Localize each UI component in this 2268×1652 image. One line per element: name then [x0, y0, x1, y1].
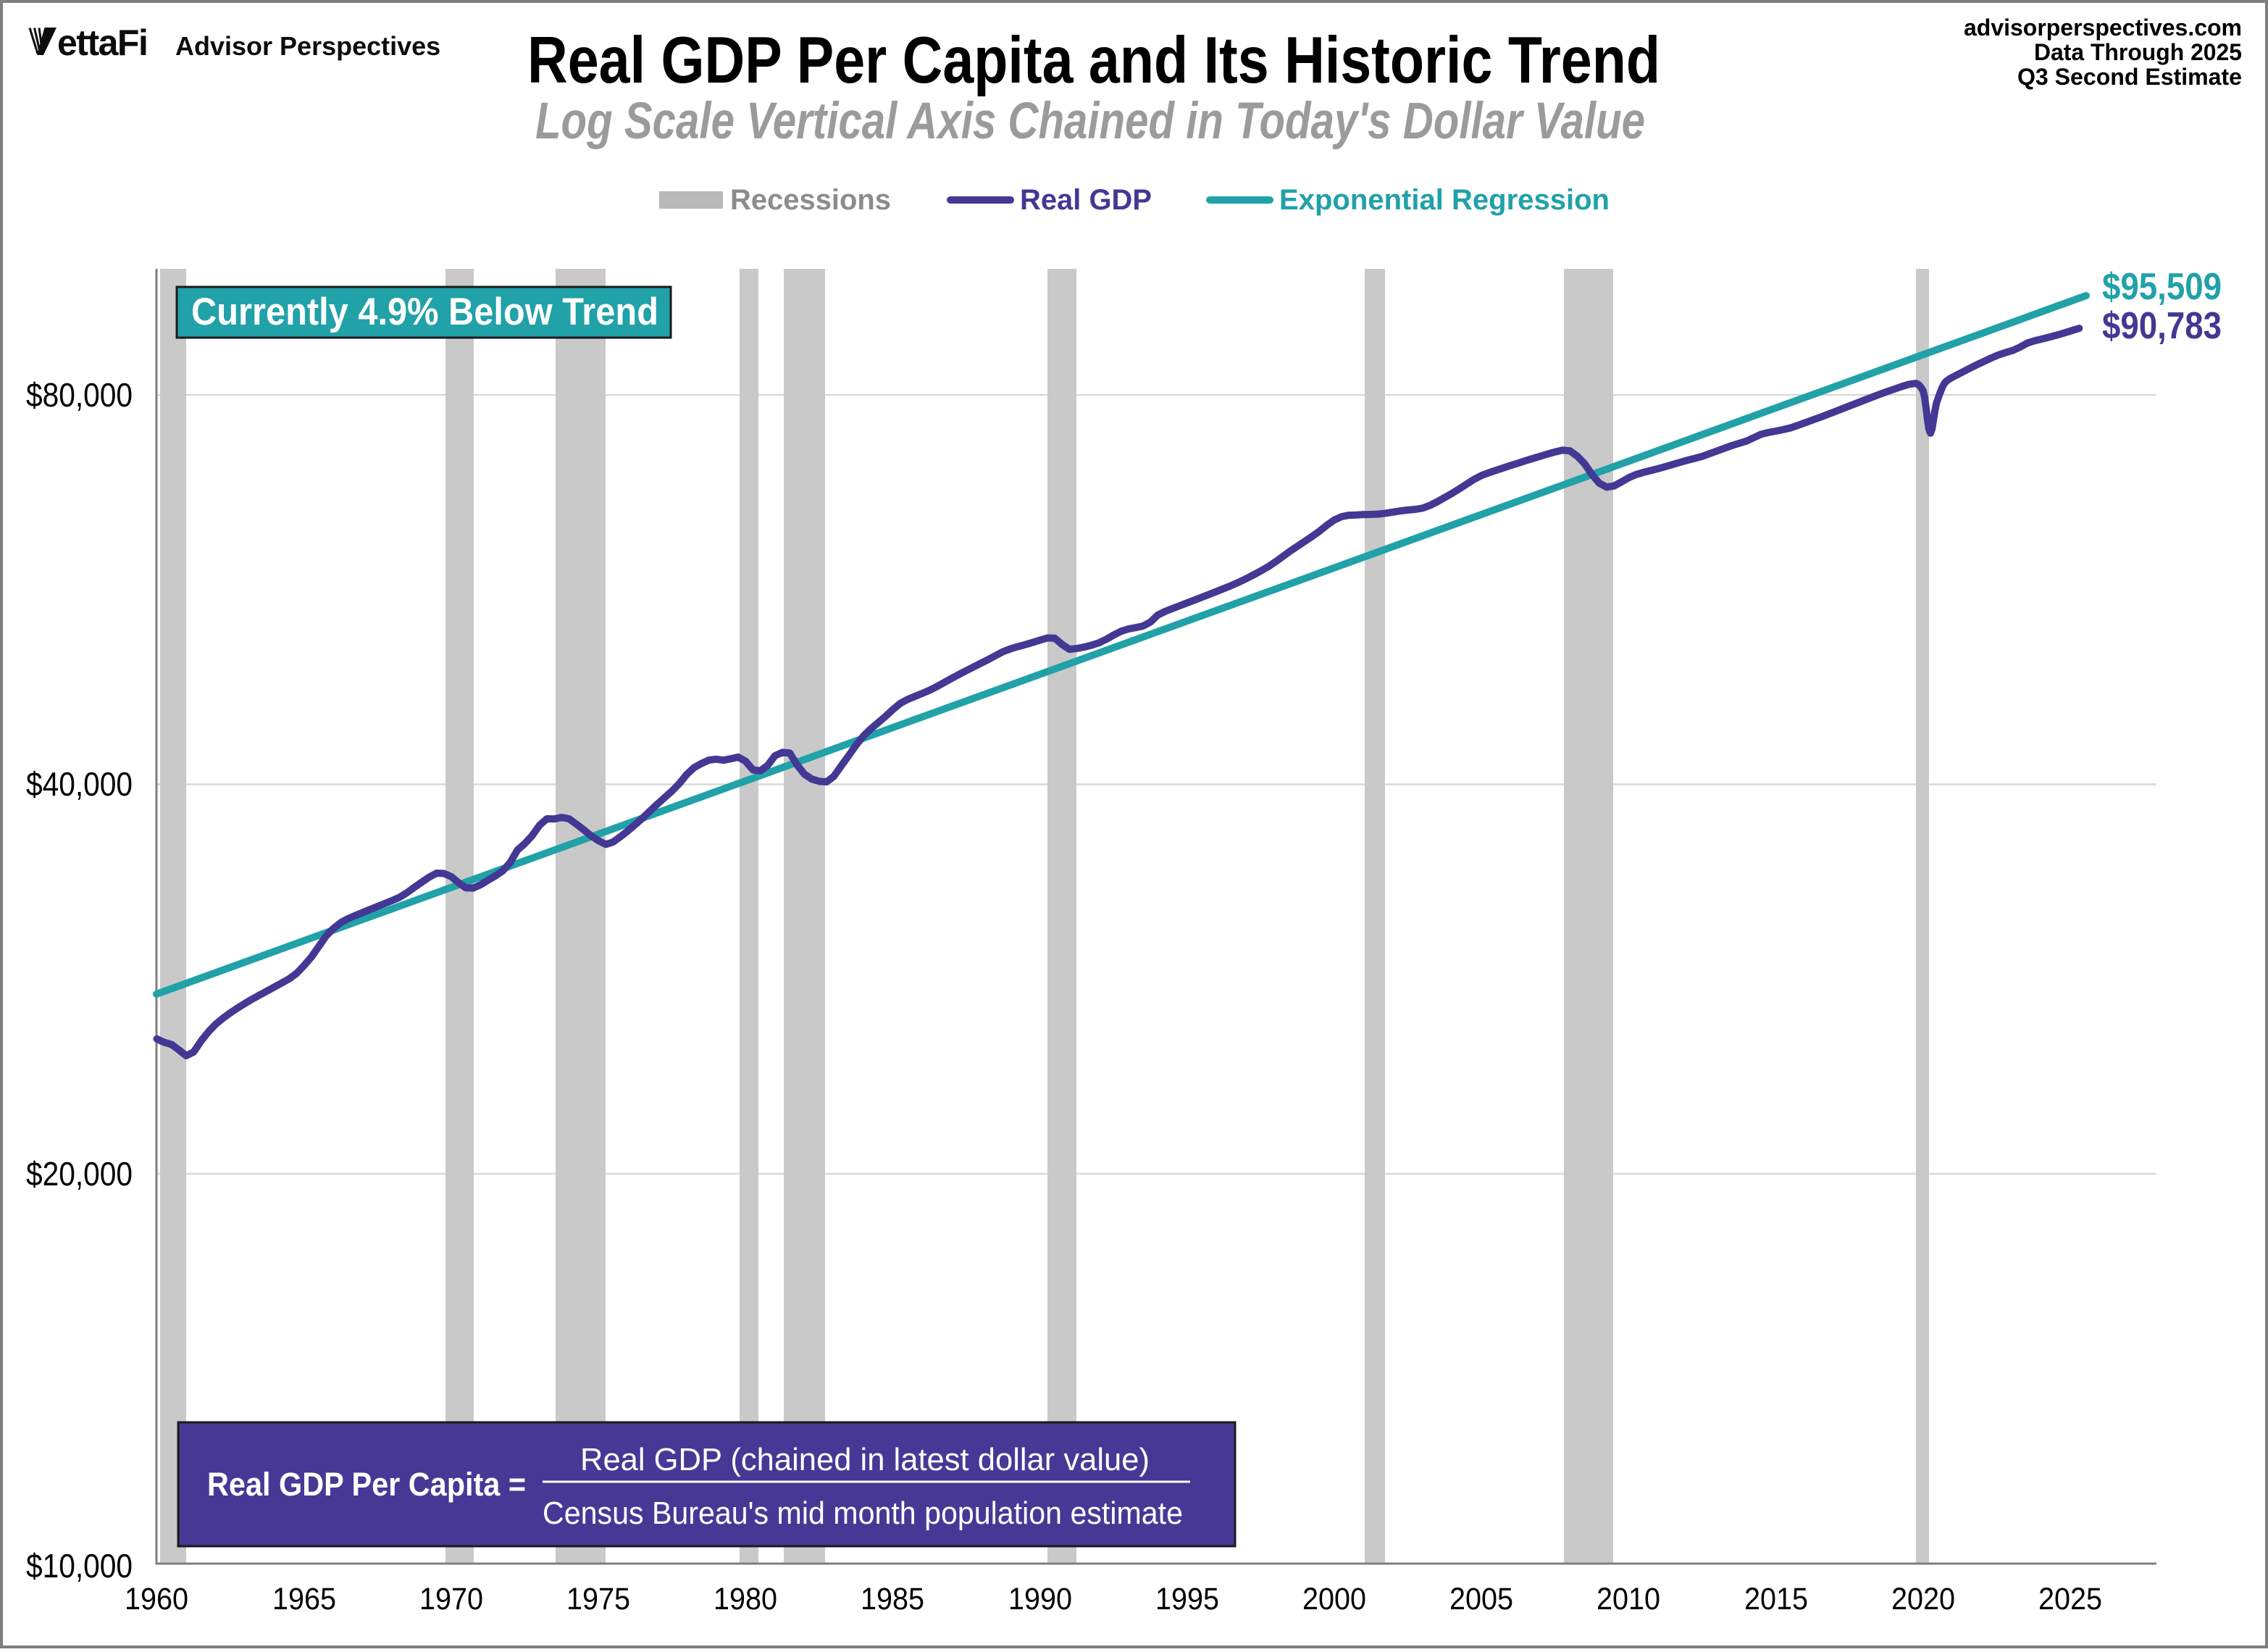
svg-text:2015: 2015 [1744, 1582, 1808, 1616]
svg-text:advisorperspectives.com: advisorperspectives.com [1964, 14, 2242, 41]
svg-text:1965: 1965 [272, 1582, 336, 1616]
svg-text:1960: 1960 [125, 1582, 188, 1616]
svg-text:$90,783: $90,783 [2102, 305, 2222, 347]
svg-text:1970: 1970 [419, 1582, 483, 1616]
svg-text:1975: 1975 [566, 1582, 630, 1616]
svg-text:Real GDP Per Capita and Its Hi: Real GDP Per Capita and Its Historic Tre… [527, 24, 1660, 97]
svg-text:$10,000: $10,000 [26, 1547, 133, 1585]
svg-text:Real GDP: Real GDP [1020, 184, 1152, 216]
svg-text:$20,000: $20,000 [26, 1155, 133, 1193]
svg-text:Q3 Second Estimate: Q3 Second Estimate [2017, 64, 2242, 90]
svg-text:2020: 2020 [1891, 1582, 1955, 1616]
svg-text:ettaFi: ettaFi [57, 22, 147, 63]
svg-text:Log Scale Vertical Axis Chaine: Log Scale Vertical Axis Chained in Today… [535, 93, 1645, 150]
svg-text:Real GDP (chained in latest do: Real GDP (chained in latest dollar value… [580, 1442, 1150, 1477]
svg-text:1990: 1990 [1008, 1582, 1072, 1616]
svg-text:2025: 2025 [2038, 1582, 2102, 1616]
svg-text:1995: 1995 [1155, 1582, 1219, 1616]
svg-text:Real GDP Per Capita =: Real GDP Per Capita = [207, 1466, 526, 1503]
svg-text:$95,509: $95,509 [2102, 266, 2222, 308]
svg-text:Recessions: Recessions [730, 184, 891, 216]
svg-text:Data Through 2025: Data Through 2025 [2034, 39, 2242, 65]
svg-text:1985: 1985 [861, 1582, 924, 1616]
svg-text:1980: 1980 [714, 1582, 777, 1616]
svg-text:$80,000: $80,000 [26, 376, 133, 414]
svg-text:2005: 2005 [1449, 1582, 1513, 1616]
svg-text:2010: 2010 [1597, 1582, 1660, 1616]
svg-text:2000: 2000 [1302, 1582, 1366, 1616]
svg-text:Census Bureau's mid month popu: Census Bureau's mid month population est… [543, 1495, 1183, 1531]
svg-text:Currently 4.9% Below Trend: Currently 4.9% Below Trend [191, 291, 658, 333]
svg-text:Exponential Regression: Exponential Regression [1279, 184, 1610, 216]
svg-text:$40,000: $40,000 [26, 765, 133, 803]
svg-text:Advisor Perspectives: Advisor Perspectives [175, 31, 440, 61]
